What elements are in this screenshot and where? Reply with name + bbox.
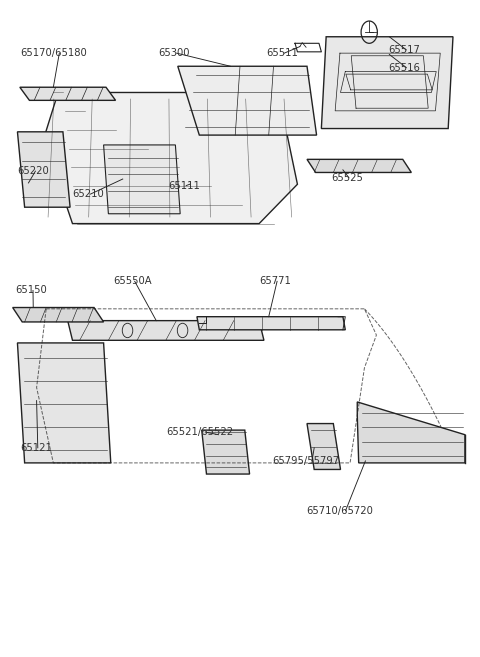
Polygon shape	[12, 307, 104, 322]
Text: 65521/65522: 65521/65522	[166, 427, 233, 437]
Polygon shape	[178, 66, 317, 135]
Polygon shape	[357, 402, 465, 463]
Polygon shape	[197, 317, 345, 330]
Polygon shape	[307, 160, 411, 173]
Polygon shape	[17, 132, 70, 207]
Text: 65550A: 65550A	[113, 277, 152, 286]
Text: 65111: 65111	[168, 181, 200, 191]
Text: 65511: 65511	[266, 48, 298, 58]
Text: 65795/55797: 65795/55797	[273, 456, 340, 466]
Text: 65516: 65516	[388, 62, 420, 72]
Polygon shape	[202, 430, 250, 474]
Polygon shape	[44, 93, 298, 223]
Text: 65121: 65121	[20, 443, 52, 453]
Polygon shape	[20, 87, 116, 101]
Text: 65170/65180: 65170/65180	[20, 48, 86, 58]
Text: 65517: 65517	[388, 45, 420, 55]
Polygon shape	[307, 424, 340, 470]
Text: 65150: 65150	[15, 286, 47, 296]
Text: 65710/65720: 65710/65720	[306, 506, 373, 516]
Polygon shape	[68, 321, 264, 340]
Text: 65210: 65210	[72, 189, 104, 199]
Polygon shape	[322, 37, 453, 129]
Text: 65525: 65525	[331, 173, 363, 183]
Polygon shape	[17, 343, 111, 463]
Text: 65771: 65771	[259, 277, 291, 286]
Text: 65220: 65220	[17, 166, 49, 176]
Polygon shape	[104, 145, 180, 214]
Text: 65300: 65300	[158, 48, 190, 58]
